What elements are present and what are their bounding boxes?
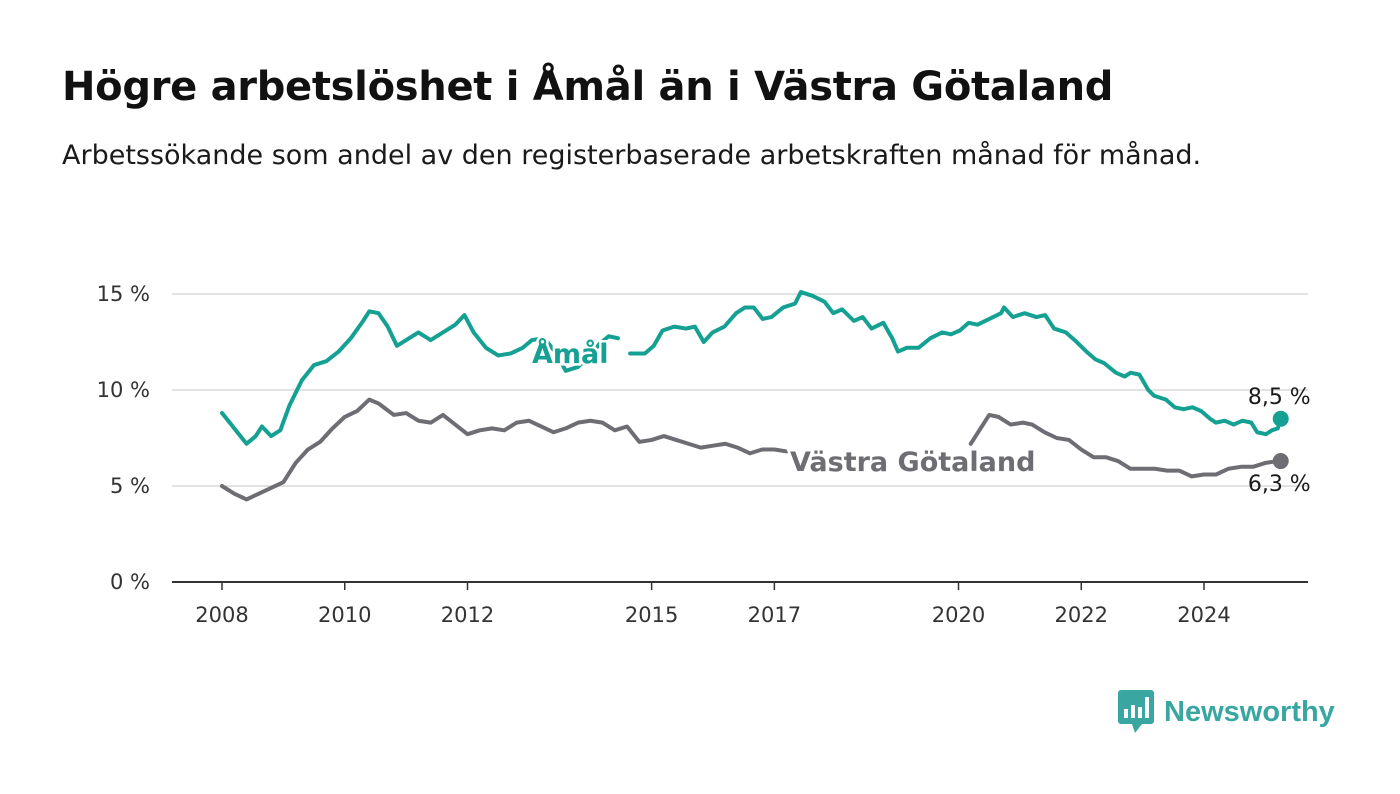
y-tick-label: 10 % [97,378,150,402]
x-tick-label: 2015 [625,603,678,627]
x-tick-label: 2008 [195,603,248,627]
series-labels: Åmål Västra Götaland 8,5 % 6,3 % [530,336,1311,498]
chart-title: Högre arbetslöshet i Åmål än i Västra Gö… [62,64,1114,110]
grid-lines [172,293,1308,583]
newsworthy-logo-icon [1118,690,1154,733]
series-line-vastra-gotaland [220,397,789,502]
series-lines [220,290,1289,502]
x-axis-ticks: 2008 2010 2012 2015 2017 2020 2022 2024 [195,582,1231,627]
x-tick-label: 2017 [748,603,801,627]
vastra-gotaland-end-marker [1272,453,1289,470]
amal-end-marker [1272,410,1289,427]
brand-logo: Newsworthy [1118,690,1335,734]
y-tick-label: 15 % [97,282,150,306]
series-label-vastra-gotaland: Västra Götaland [790,447,1035,478]
series-line-amal [220,309,620,446]
y-tick-label: 0 % [110,570,150,594]
x-tick-label: 2020 [932,603,985,627]
brand-name: Newsworthy [1164,695,1335,728]
x-tick-label: 2022 [1055,603,1108,627]
x-tick-label: 2010 [318,603,371,627]
series-line-vastra-gotaland [968,412,1280,479]
amal-end-value-label: 8,5 % [1248,385,1311,410]
series-line-amal [628,290,1283,437]
y-axis-ticks: 0 % 5 % 10 % 15 % [97,282,150,594]
series-label-amal: Åmål [532,338,609,370]
x-tick-label: 2012 [441,603,494,627]
chart-subtitle: Arbetssökande som andel av den registerb… [62,140,1202,171]
y-tick-label: 5 % [110,474,150,498]
vastra-gotaland-end-value-label: 6,3 % [1248,472,1311,497]
x-tick-label: 2024 [1177,603,1230,627]
